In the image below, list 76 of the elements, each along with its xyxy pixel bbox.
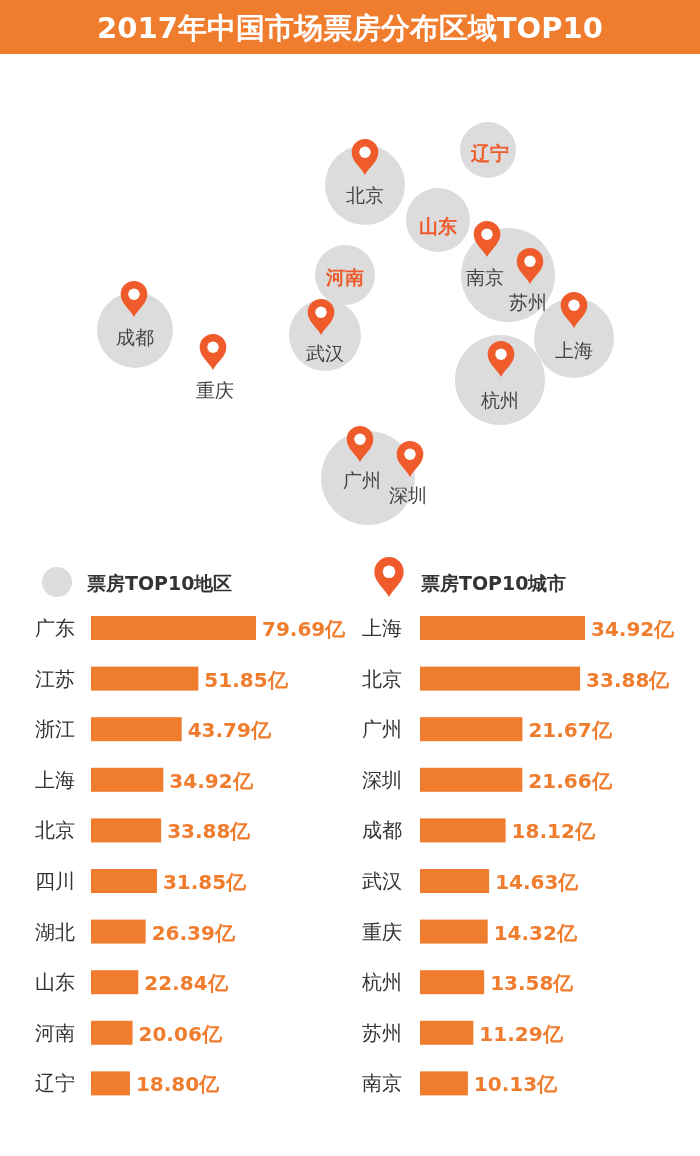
y-tick-label: 南京 — [362, 1071, 402, 1096]
text: 辽宁 — [470, 142, 509, 164]
text: 南京 — [466, 266, 504, 288]
text: 上海 — [555, 339, 593, 361]
text: 广州 — [343, 469, 381, 491]
bar — [420, 1071, 468, 1096]
bar — [91, 1071, 130, 1096]
data-label: 21.66亿 — [528, 768, 613, 793]
data-label: 14.32亿 — [493, 920, 578, 945]
y-tick-label: 深圳 — [362, 767, 402, 792]
text: 2017年中国市场票房分布区域TOP10 — [97, 11, 603, 45]
data-label: 34.92亿 — [591, 617, 676, 641]
data-label: 26.39亿 — [151, 920, 236, 945]
data-label: 14.63亿 — [495, 870, 580, 894]
data-label: 79.69亿 — [262, 617, 347, 641]
data-label: 34.92亿 — [169, 768, 254, 793]
y-tick-label: 北京 — [35, 818, 75, 843]
bar — [420, 767, 523, 792]
text: 深圳 — [389, 484, 427, 506]
y-tick-label: 重庆 — [362, 919, 402, 944]
data-label: 22.84亿 — [144, 971, 229, 996]
data-label: 33.88亿 — [167, 819, 252, 844]
bar — [91, 970, 139, 995]
bar — [91, 1020, 133, 1045]
y-tick-label: 辽宁 — [35, 1071, 75, 1096]
bar — [420, 919, 488, 944]
bar — [91, 919, 146, 944]
bar — [91, 818, 162, 843]
text: 武汉 — [306, 342, 344, 364]
bar — [420, 717, 523, 742]
bar — [91, 616, 256, 640]
data-label: 18.80亿 — [135, 1072, 221, 1097]
bar — [420, 869, 490, 893]
y-tick-label: 河南 — [35, 1020, 75, 1045]
y-tick-label: 杭州 — [361, 970, 402, 995]
bar — [420, 666, 581, 691]
y-tick-label: 武汉 — [362, 869, 402, 893]
bar — [420, 616, 585, 640]
data-label: 11.29亿 — [479, 1021, 564, 1046]
data-label: 21.67亿 — [528, 718, 613, 743]
text: 苏州 — [509, 291, 547, 313]
bar — [91, 666, 199, 691]
data-label: 43.79亿 — [187, 718, 272, 743]
chart-title: 票房TOP10城市 — [420, 572, 567, 594]
bar — [420, 970, 485, 995]
y-tick-label: 江苏 — [35, 666, 75, 691]
bar — [420, 1020, 474, 1045]
text: 北京 — [346, 184, 384, 206]
chart-title: 票房TOP10地区 — [86, 572, 233, 594]
data-label: 18.12亿 — [511, 819, 596, 844]
y-tick-label: 山东 — [35, 970, 75, 995]
data-label: 13.58亿 — [490, 971, 575, 996]
y-tick-label: 成都 — [362, 818, 402, 843]
y-tick-label: 上海 — [362, 616, 402, 640]
bar — [91, 767, 164, 792]
y-tick-label: 北京 — [362, 666, 402, 691]
data-label: 20.06亿 — [138, 1021, 223, 1046]
data-label: 10.13亿 — [473, 1072, 559, 1097]
bar — [91, 717, 182, 742]
data-label: 31.85亿 — [162, 870, 248, 894]
data-label: 51.85亿 — [204, 667, 289, 692]
y-tick-label: 湖北 — [35, 919, 75, 944]
y-tick-label: 广东 — [35, 616, 75, 640]
y-tick-label: 苏州 — [362, 1020, 402, 1045]
text: 重庆 — [196, 379, 234, 401]
y-tick-label: 上海 — [35, 767, 75, 792]
text: 山东 — [419, 215, 457, 237]
text: 成都 — [116, 326, 154, 348]
bar — [420, 818, 506, 843]
bar — [91, 869, 157, 893]
data-label: 33.88亿 — [586, 667, 671, 692]
text: 杭州 — [480, 389, 519, 411]
text: 河南 — [325, 266, 364, 288]
y-tick-label: 浙江 — [35, 717, 75, 742]
y-tick-label: 广州 — [362, 717, 402, 742]
y-tick-label: 四川 — [35, 869, 75, 893]
